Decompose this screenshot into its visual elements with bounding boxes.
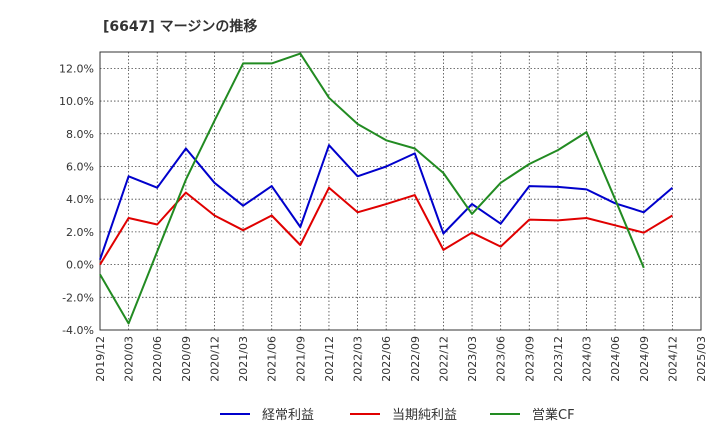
x-tick-label: 2021/12 [323,336,336,382]
y-tick-label: -2.0% [62,291,94,304]
x-tick-label: 2020/12 [208,336,221,382]
x-tick-label: 2019/12 [94,336,107,382]
series-line-1 [99,186,673,266]
x-tick-label: 2021/06 [266,336,279,382]
x-tick-label: 2024/06 [609,336,622,382]
x-tick-label: 2024/12 [666,336,679,382]
chart-title: [6647] マージンの推移 [103,18,257,35]
legend-label: 営業CF [532,407,575,423]
x-tick-label: 2020/03 [123,336,136,382]
x-tick-label: 2023/09 [523,336,536,382]
series-line-0 [99,144,674,261]
y-tick-label: 10.0% [59,95,94,108]
x-tick-label: 2023/03 [466,336,479,382]
x-tick-label: 2021/03 [237,336,250,382]
y-tick-label: 8.0% [66,128,94,141]
series-line-2 [99,52,645,325]
x-tick-label: 2020/06 [151,336,164,382]
x-tick-label: 2024/03 [581,336,594,382]
x-tick-label: 2020/09 [180,336,193,382]
y-tick-label: -4.0% [62,324,94,337]
y-tick-label: 2.0% [66,226,94,239]
y-axis: -4.0% -2.0% 0.0% 2.0% 4.0% 6.0% 8.0% 10.0% 12.0% [59,62,94,337]
y-tick-label: 6.0% [66,160,94,173]
x-tick-label: 2023/12 [552,336,565,382]
y-tick-label: 4.0% [66,193,94,206]
y-tick-label: 12.0% [59,62,94,75]
x-tick-label: 2022/06 [380,336,393,382]
legend: 経常利益 当期純利益 営業CF [220,407,575,423]
series-lines [99,52,674,325]
legend-label: 当期純利益 [392,408,457,423]
legend-label: 経常利益 [262,408,314,423]
y-tick-label: 0.0% [66,259,94,272]
x-tick-label: 2024/09 [638,336,651,382]
x-axis: 2019/12 2020/03 2020/06 2020/09 2020/12 2021/… [94,336,708,382]
x-tick-label: 2023/06 [495,336,508,382]
x-tick-label: 2021/09 [294,336,307,382]
plot-area [99,51,702,331]
x-tick-label: 2022/03 [352,336,365,382]
x-tick-label: 2022/12 [437,336,450,382]
x-tick-label: 2025/03 [695,336,708,382]
x-tick-label: 2022/09 [409,336,422,382]
